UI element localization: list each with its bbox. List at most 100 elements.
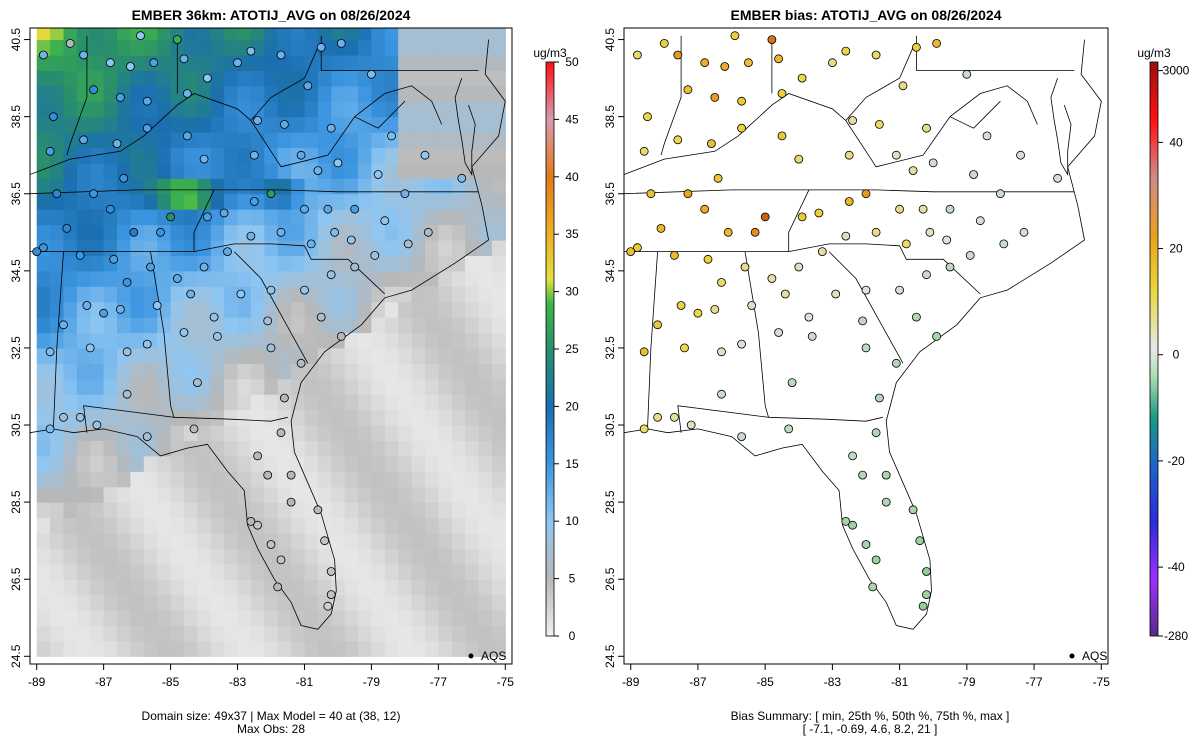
grid-cell <box>291 502 306 519</box>
grid-cell <box>117 224 131 241</box>
grid-cell <box>425 317 439 334</box>
grid-cell <box>36 317 51 334</box>
state-line <box>66 35 88 156</box>
grid-cell <box>237 85 252 102</box>
station-point <box>333 158 343 168</box>
grid-cell <box>438 579 453 596</box>
station-point <box>737 339 746 349</box>
grid-cell <box>157 440 172 457</box>
grid-cell <box>250 640 265 657</box>
grid-cell <box>411 409 426 426</box>
station-point <box>942 235 952 245</box>
grid-cell <box>184 193 198 210</box>
station-point <box>79 50 88 60</box>
grid-cell <box>76 471 91 488</box>
grid-cell <box>103 502 118 519</box>
grid-cell <box>425 147 439 164</box>
grid-cell <box>197 548 212 565</box>
grid-cell <box>117 240 131 256</box>
grid-cell <box>250 70 265 87</box>
grid-cell <box>237 594 252 611</box>
y-tick-label: 38.5 <box>9 105 23 129</box>
grid-cell <box>425 286 439 303</box>
station-point <box>908 166 918 176</box>
grid-cell <box>184 101 198 118</box>
grid-cell <box>398 193 413 210</box>
grid-cell <box>237 116 252 133</box>
colorbar-tick-label: -280 <box>1164 629 1188 643</box>
legend-dot <box>468 653 474 659</box>
grid-cell <box>384 625 399 642</box>
grid-cell <box>143 347 158 364</box>
station-point <box>276 227 286 237</box>
right-caption-line2: [ -7.1, -0.69, 4.6, 8.2, 21 ] <box>803 722 938 736</box>
station-point <box>777 131 787 141</box>
state-line <box>53 251 64 429</box>
grid-cell <box>90 132 105 149</box>
grid-cell <box>331 409 346 426</box>
grid-cell <box>224 317 239 334</box>
grid-cell <box>264 28 279 41</box>
grid-cell <box>411 55 426 71</box>
station-point <box>918 204 928 214</box>
grid-cell <box>277 286 292 303</box>
grid-cell <box>478 317 493 334</box>
grid-cell <box>411 132 426 149</box>
grid-cell <box>157 55 172 71</box>
grid-cell <box>291 116 306 133</box>
grid-cell <box>76 209 91 226</box>
grid-cell <box>304 640 319 657</box>
grid-cell <box>264 548 279 565</box>
grid-cell <box>143 563 158 580</box>
grid-cell <box>224 255 239 272</box>
station-point <box>209 312 219 322</box>
grid-cell <box>478 471 493 488</box>
grid-cell <box>478 39 493 56</box>
grid-cell <box>143 363 158 380</box>
grid-cell <box>411 363 426 380</box>
grid-cell <box>304 270 319 287</box>
grid-cell <box>384 563 399 580</box>
grid-cell <box>157 455 172 472</box>
grid-cell <box>478 28 493 41</box>
grid-cell <box>76 440 91 457</box>
grid-cell <box>411 640 426 657</box>
state-line <box>949 100 1001 129</box>
grid-cell <box>184 563 198 580</box>
grid-cell <box>157 116 172 133</box>
grid-cell <box>130 301 145 318</box>
grid-cell <box>63 116 78 133</box>
grid-cell <box>170 116 185 133</box>
grid-cell <box>117 579 131 596</box>
grid-cell <box>264 332 279 349</box>
grid-cell <box>63 132 78 149</box>
grid-cell <box>210 517 225 534</box>
grid-cell <box>197 162 212 179</box>
grid-cell <box>358 85 372 102</box>
grid-cell <box>224 563 239 580</box>
grid-cell <box>438 286 453 303</box>
grid-cell <box>344 286 359 303</box>
state-line <box>916 35 1075 71</box>
station-point <box>844 197 854 206</box>
station-point <box>922 590 931 599</box>
grid-cell <box>478 347 493 364</box>
grid-cell <box>130 363 145 380</box>
grid-cell <box>90 394 105 411</box>
station-point <box>79 135 88 145</box>
grid-cell <box>425 563 439 580</box>
station-point <box>797 212 807 222</box>
grid-cell <box>344 162 359 179</box>
station-point <box>794 262 804 272</box>
grid-cell <box>277 579 292 596</box>
grid-cell <box>170 224 185 241</box>
grid-cell <box>63 394 78 411</box>
grid-cell <box>438 193 453 210</box>
grid-cell <box>103 116 118 133</box>
grid-cell <box>184 317 198 334</box>
grid-cell <box>491 455 506 472</box>
grid-cell <box>317 347 332 364</box>
grid-cell <box>50 209 65 226</box>
station-point <box>303 81 313 91</box>
grid-cell <box>371 178 386 195</box>
